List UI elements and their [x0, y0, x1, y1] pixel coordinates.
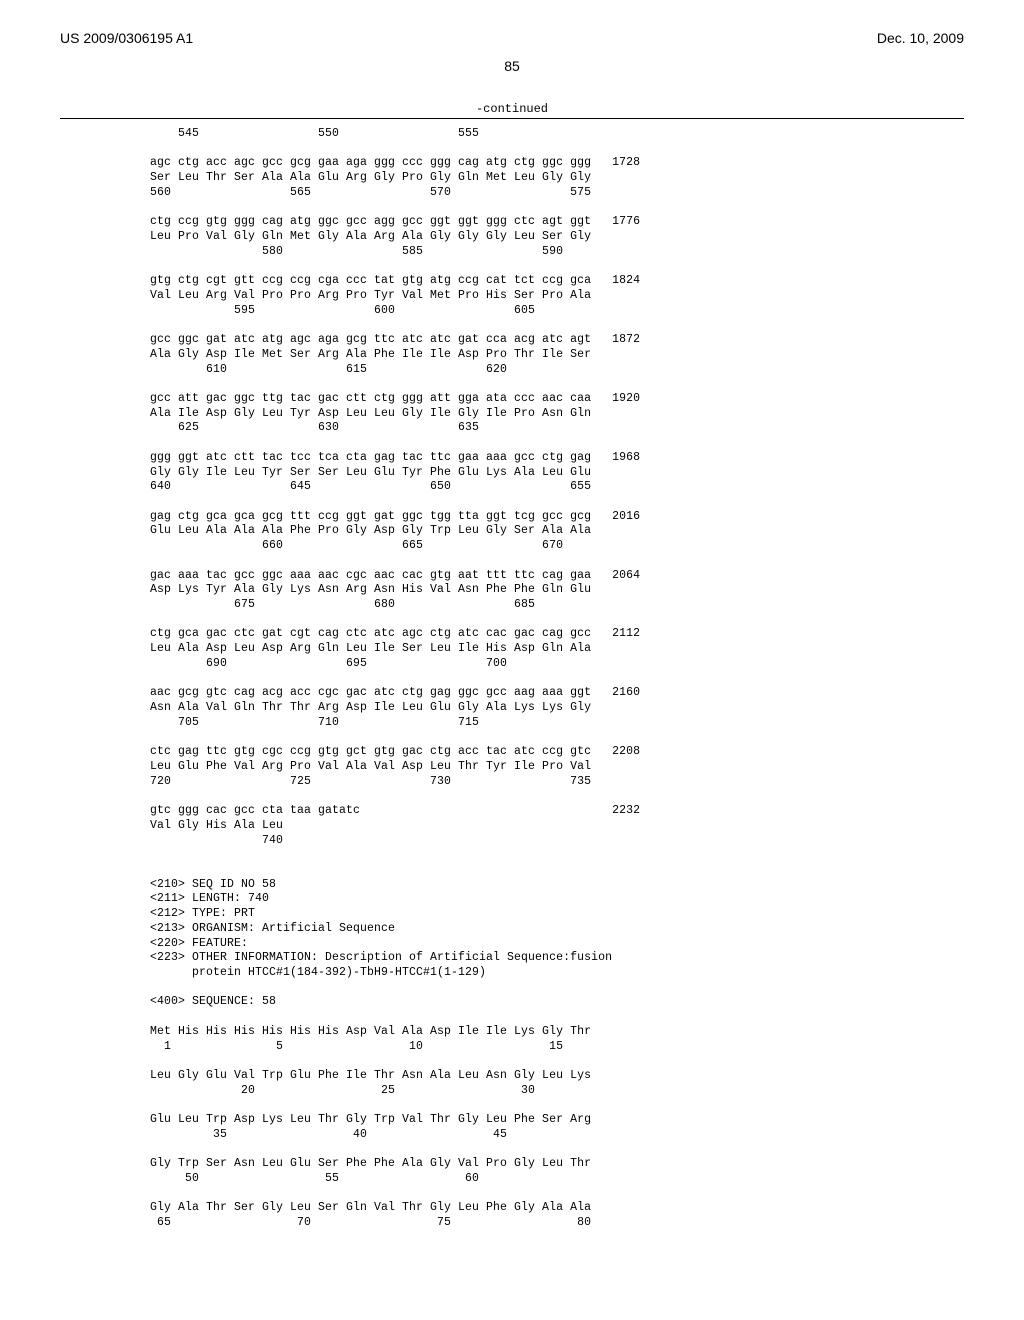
page-header: US 2009/0306195 A1 Dec. 10, 2009 [60, 30, 964, 46]
publication-number: US 2009/0306195 A1 [60, 30, 193, 46]
publication-date: Dec. 10, 2009 [877, 30, 964, 46]
page-container: US 2009/0306195 A1 Dec. 10, 2009 85 -con… [0, 0, 1024, 1320]
page-number: 85 [60, 58, 964, 74]
continued-label: -continued [60, 102, 964, 116]
continued-rule [60, 118, 964, 119]
sequence-listing: 545 550 555 agc ctg acc agc gcc gcg gaa … [150, 127, 964, 1231]
